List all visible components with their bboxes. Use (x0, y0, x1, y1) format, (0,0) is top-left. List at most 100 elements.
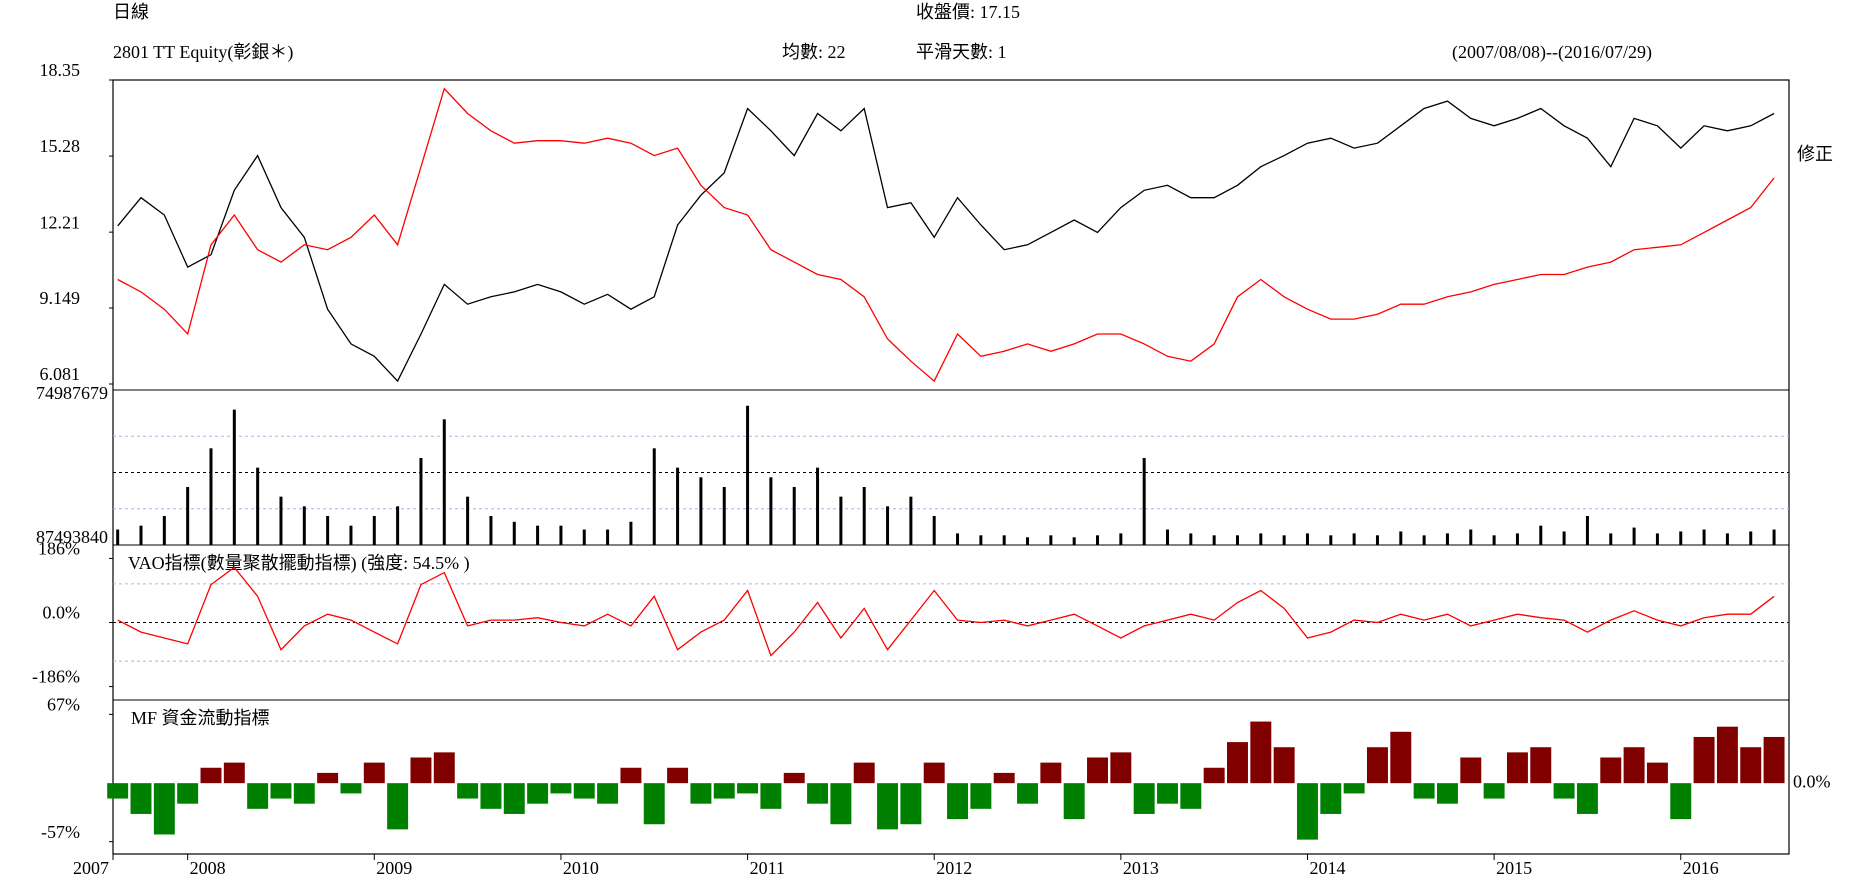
bar (1119, 533, 1123, 545)
bar (363, 762, 385, 784)
bar (1655, 533, 1659, 545)
bar (293, 783, 315, 804)
bar (783, 772, 805, 784)
bar (1017, 783, 1038, 804)
bar (503, 783, 525, 814)
bar (1413, 783, 1435, 799)
bar (1282, 535, 1286, 545)
mf-title: MF 資金流動指標 (131, 708, 270, 728)
bar (1740, 747, 1762, 784)
bar (317, 772, 339, 784)
y-tick-label: -186% (32, 667, 80, 687)
bar (1165, 529, 1169, 545)
bar (1716, 726, 1738, 784)
x-tick-label: 2015 (1496, 858, 1532, 878)
bar (1646, 762, 1668, 784)
line (117, 566, 1775, 657)
bar (186, 486, 190, 545)
bar (162, 515, 166, 545)
bar (130, 783, 152, 814)
bar (1483, 783, 1505, 799)
bar (1679, 531, 1683, 545)
bar (139, 525, 143, 545)
x-tick-label: 2016 (1683, 858, 1719, 878)
bar (830, 783, 852, 825)
bar (1585, 515, 1589, 545)
bar (667, 767, 689, 784)
bar (1212, 535, 1216, 545)
bar (1460, 757, 1482, 784)
bar (1227, 742, 1248, 784)
bar (279, 496, 283, 545)
bar (993, 772, 1015, 784)
x-tick-label: 2009 (376, 858, 412, 878)
bar (1515, 533, 1519, 545)
bar (433, 752, 455, 784)
bar (1002, 535, 1006, 545)
bar (247, 783, 269, 809)
line (117, 100, 1775, 383)
bar (620, 767, 642, 784)
bar (1469, 529, 1473, 545)
bar (1422, 535, 1426, 545)
bar (1772, 529, 1776, 545)
bar (480, 783, 502, 809)
bar (270, 783, 292, 799)
bar (153, 783, 175, 835)
y-tick-label: 9.149 (40, 288, 81, 308)
bar (1702, 529, 1706, 545)
bar (349, 525, 353, 545)
bar (1390, 731, 1412, 784)
bar (1259, 533, 1263, 545)
bar (582, 529, 586, 545)
bar (419, 457, 423, 545)
bar (177, 783, 199, 804)
bar (862, 486, 866, 545)
bar (909, 496, 913, 545)
bar (1562, 531, 1566, 545)
bar (792, 486, 796, 545)
bar (1609, 533, 1613, 545)
y-tick-label: 12.21 (40, 212, 81, 232)
vao-title: VAO指標(數量聚散擺動指標) (強度: 54.5% ) (128, 553, 470, 574)
bar (886, 506, 890, 545)
x-tick-label: 2007 (73, 858, 109, 878)
bar (442, 419, 446, 545)
period: 日線 (113, 2, 149, 22)
bar (256, 467, 260, 545)
bar (699, 477, 703, 545)
x-tick-label: 2010 (563, 858, 599, 878)
x-tick-label: 2008 (190, 858, 226, 878)
bar (629, 521, 633, 545)
bar (1133, 783, 1155, 814)
ticker: 2801 TT Equity(彰銀＊) (113, 42, 293, 63)
y-tick-label: 15.28 (40, 136, 81, 156)
bar (1142, 457, 1146, 545)
bar (1026, 537, 1030, 545)
bar (1530, 747, 1552, 784)
average: 均數: 22 (782, 42, 846, 62)
bar (116, 529, 120, 545)
bar (1670, 783, 1692, 820)
bar (302, 506, 306, 545)
bar (372, 515, 376, 545)
bar (947, 783, 969, 820)
bar (340, 783, 362, 794)
bar (1180, 783, 1202, 809)
bar (1436, 783, 1458, 804)
y-tick-label: 0.0% (43, 603, 81, 623)
bar (200, 767, 222, 784)
bar (1506, 752, 1528, 784)
bar (1320, 783, 1342, 814)
bar (853, 762, 875, 784)
y2-tick-label: 0.0% (1793, 771, 1831, 791)
bar (1399, 531, 1403, 545)
close-price: 收盤價: 17.15 (916, 2, 1020, 22)
bar (606, 529, 610, 545)
bar (387, 783, 409, 830)
bar (559, 525, 563, 545)
bar (1096, 535, 1100, 545)
bar (877, 783, 899, 830)
